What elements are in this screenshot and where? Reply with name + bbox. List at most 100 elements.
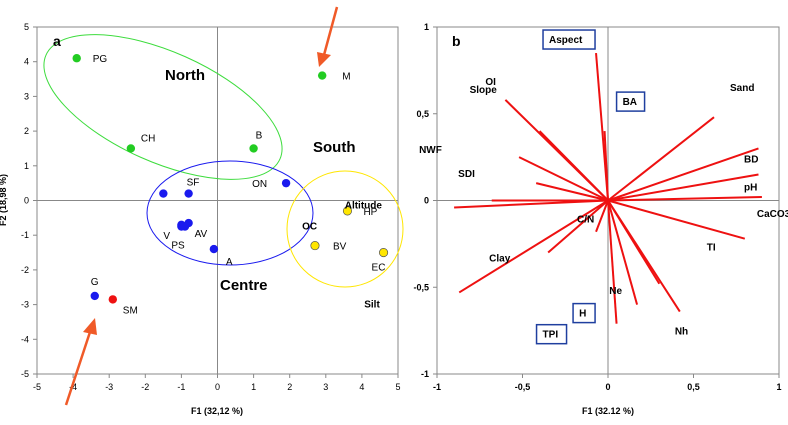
vector-label-ph: pH: [744, 182, 757, 193]
vector-label-clay: Clay: [489, 254, 511, 265]
vector-label-silt: Silt: [364, 299, 380, 310]
x-tick-label: -2: [141, 382, 149, 392]
x-tick-label: -1: [177, 382, 185, 392]
vector-ti: [607, 199, 746, 240]
x-tick-label: 1: [251, 382, 256, 392]
point-label-av: AV: [195, 229, 208, 240]
panel-a-scatter: -5 -4 -3 -2 -1 0 1 2 3 4 5 5 4 3 2 1 0 -1 -2 -3 -4 -5 PG CH B M…: [0, 6, 404, 416]
region-label-north: North: [165, 67, 205, 84]
point-sf: [184, 189, 193, 198]
vector-silt: [458, 199, 609, 294]
vector-label-ti: TI: [707, 243, 716, 254]
y-tick-label: 2: [24, 126, 29, 136]
vector-label-nh: Nh: [675, 327, 688, 338]
point-label-ec: EC: [372, 263, 386, 274]
arrow-head-top: [317, 52, 331, 67]
plot-a-points: [72, 54, 389, 304]
plot-b-vectors: [454, 52, 762, 324]
y-tick-label: -4: [21, 334, 29, 344]
point-label-sm: SM: [123, 305, 138, 316]
x-tick-label: 1: [776, 382, 781, 392]
vector-oc: [454, 199, 609, 209]
x-tick-label: 2: [287, 382, 292, 392]
vector-label-ne: Ne: [609, 286, 622, 297]
point-label-bv: BV: [333, 242, 347, 253]
point-label-g: G: [91, 277, 99, 288]
vector-label-slope: Slope: [470, 85, 498, 96]
x-tick-label: 0: [605, 382, 610, 392]
vector-sdi: [535, 182, 609, 202]
y-tick-label: 4: [24, 57, 29, 67]
point-bv: [310, 241, 320, 251]
vector-label-h: H: [579, 309, 586, 320]
vector-label-nwf: NWF: [419, 145, 442, 156]
vector-label-box-ba: [615, 91, 646, 112]
plot-a-ylabel: F2 (18,98 %): [0, 174, 8, 226]
point-hp: [342, 206, 353, 216]
point-label-pg: PG: [93, 54, 108, 65]
point-label-ps: PS: [171, 241, 185, 252]
point-sm: [108, 295, 118, 304]
region-label-centre: Centre: [220, 277, 268, 294]
y-tick-label: -5: [21, 369, 29, 379]
y-tick-label: -3: [21, 300, 29, 310]
vector-sand: [607, 116, 715, 202]
y-tick-label: 3: [24, 91, 29, 101]
point-a: [209, 244, 219, 254]
vector-label-altitude: Altitude: [345, 201, 383, 212]
point-on: [281, 178, 291, 188]
region-centre-ellipse: [146, 160, 314, 266]
point-pg: [72, 54, 81, 63]
vector-label-oc: OC: [302, 221, 317, 232]
x-tick-label: 5: [395, 382, 400, 392]
region-north-ellipse: [43, 34, 283, 180]
point-label-b: B: [256, 130, 263, 141]
region-label-south: South: [313, 139, 356, 156]
point-label-sf: SF: [187, 178, 200, 189]
point-g: [90, 291, 99, 301]
point-label-ch: CH: [141, 133, 155, 144]
vector-tpi: [607, 200, 618, 324]
plot-a-xlabel: F1 (32,12 %): [191, 406, 243, 416]
y-tick-label: -1: [421, 369, 429, 379]
plot-a-y-ticks: 5 4 3 2 1 0 -1 -2 -3 -4 -5: [21, 22, 37, 379]
vector-label-caco3: CaCO3: [757, 209, 788, 220]
arrow-shaft-top: [322, 6, 339, 56]
plot-b-xlabel: F1 (32.12 %): [582, 406, 634, 416]
vector-label-box-h: [572, 302, 596, 324]
point-ch: [126, 144, 136, 153]
point-label-v: V: [163, 231, 170, 242]
vector-label-sand: Sand: [730, 83, 754, 94]
vector-label-box-aspect: [542, 29, 596, 50]
point-b: [249, 144, 258, 153]
point-m: [317, 71, 327, 80]
vector-caco3: [607, 196, 762, 202]
vector-ph: [607, 173, 759, 202]
vector-slope: [538, 130, 609, 202]
arrow-head-bottom: [83, 318, 97, 335]
region-south-ellipse: [286, 170, 404, 288]
point-centre-unlabeled: [159, 189, 168, 198]
vector-label-c-n: C/N: [577, 215, 594, 226]
point-label-a: A: [226, 257, 233, 268]
panel-b-label: b: [452, 33, 461, 49]
y-tick-label: 1: [424, 22, 429, 32]
vector-label-sdi: SDI: [458, 169, 475, 180]
vector-label-aspect: Aspect: [549, 35, 583, 46]
panel-a-label: a: [53, 33, 61, 49]
x-tick-label: -5: [33, 382, 41, 392]
point-ps: [177, 222, 186, 231]
x-tick-label: 0,5: [687, 382, 700, 392]
vector-label-tpi: TPI: [543, 330, 559, 341]
arrow-shaft-bottom: [64, 331, 92, 406]
plot-b-x-ticks: -1 -0,5 0 0,5 1: [433, 374, 782, 392]
vector-h: [607, 200, 639, 305]
y-tick-label: 0: [424, 196, 429, 206]
plot-a-point-labels: PG CH B M SF V AV PS A ON HP BV EC G SM: [91, 54, 386, 316]
vector-label-oi: OI: [485, 77, 496, 88]
vector-clay: [547, 199, 609, 254]
